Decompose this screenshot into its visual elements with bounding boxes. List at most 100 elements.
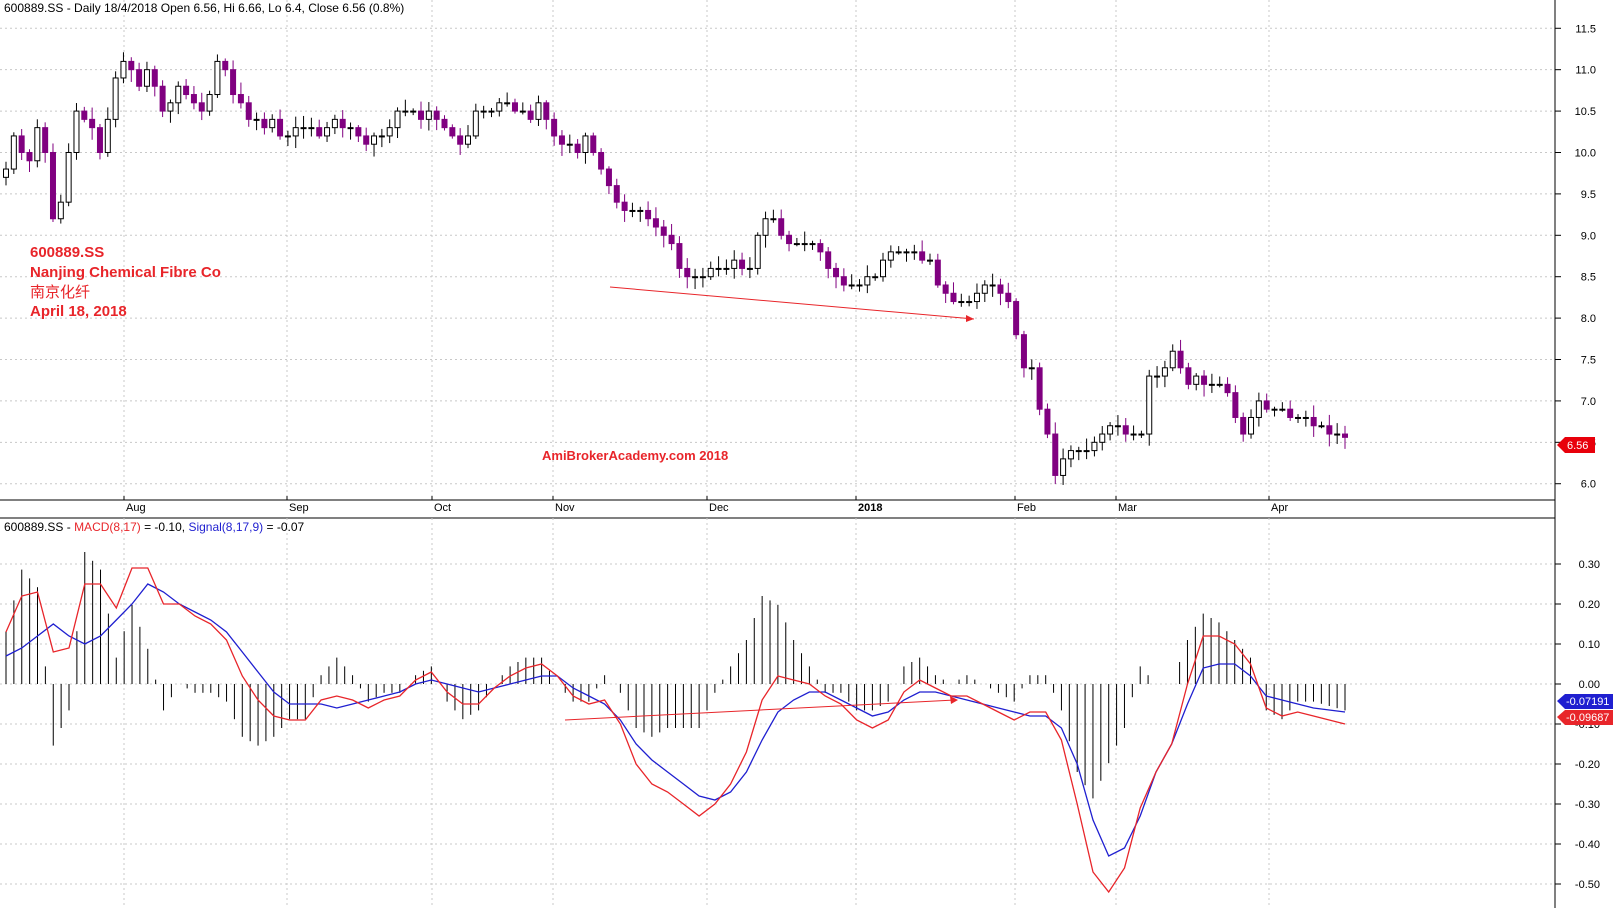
candle-body bbox=[198, 102, 205, 112]
macd-tick-label: 0.20 bbox=[1579, 599, 1600, 611]
candle-body bbox=[1287, 408, 1294, 418]
macd-grid bbox=[0, 518, 1555, 908]
candle bbox=[261, 112, 268, 135]
candle bbox=[214, 54, 221, 98]
candle-body bbox=[73, 110, 80, 153]
candle bbox=[629, 202, 636, 218]
candle-body bbox=[175, 85, 182, 104]
candle bbox=[825, 247, 832, 279]
candle bbox=[3, 161, 9, 186]
candle-body bbox=[590, 135, 597, 153]
macd-tick-label: 0.30 bbox=[1579, 559, 1600, 571]
candle-body bbox=[551, 118, 558, 137]
candle-body bbox=[316, 127, 323, 137]
candle bbox=[1154, 366, 1161, 388]
candle-body bbox=[261, 118, 268, 129]
candle bbox=[880, 252, 887, 282]
candle bbox=[480, 105, 487, 119]
candle bbox=[511, 98, 518, 114]
candle-body bbox=[1083, 450, 1090, 453]
x-tick-label: Nov bbox=[555, 502, 575, 514]
price-tick-label: 11.0 bbox=[1575, 65, 1596, 77]
candle-body bbox=[911, 251, 918, 254]
candle-body bbox=[676, 243, 683, 269]
candle-body bbox=[543, 102, 550, 120]
candle bbox=[613, 178, 620, 209]
price-panel-title: 600889.SS - Daily 18/4/2018 Open 6.56, H… bbox=[4, 1, 404, 15]
candle-body bbox=[973, 292, 980, 303]
candle bbox=[1169, 344, 1176, 372]
x-tick-label: 2018 bbox=[858, 502, 882, 514]
candle bbox=[770, 209, 777, 223]
candle bbox=[1083, 438, 1090, 460]
candle bbox=[355, 125, 362, 142]
candle bbox=[1122, 418, 1129, 442]
candle bbox=[637, 206, 644, 222]
candle-body bbox=[425, 110, 432, 120]
candle bbox=[1224, 377, 1231, 397]
candle-body bbox=[159, 85, 166, 112]
candle-body bbox=[1028, 367, 1035, 370]
candle-body bbox=[887, 251, 894, 261]
candle bbox=[57, 194, 64, 224]
candle-body bbox=[277, 118, 284, 137]
price-tick-label: 6.0 bbox=[1581, 479, 1596, 491]
candle bbox=[856, 279, 863, 292]
price-tick-label: 8.0 bbox=[1581, 313, 1596, 325]
candle bbox=[543, 100, 550, 130]
candle bbox=[872, 273, 879, 281]
candle bbox=[1044, 403, 1051, 439]
close-badge: 6.56 bbox=[1557, 437, 1595, 453]
candle-body bbox=[394, 110, 401, 129]
price-trendline bbox=[609, 286, 975, 320]
candle bbox=[903, 248, 910, 262]
candle-body bbox=[1224, 383, 1231, 394]
candle-body bbox=[645, 209, 652, 220]
candle-body bbox=[183, 85, 190, 96]
candle bbox=[198, 92, 205, 121]
candle-body bbox=[1161, 367, 1168, 377]
candle-body bbox=[895, 251, 902, 254]
candle-body bbox=[739, 259, 746, 269]
candle bbox=[926, 253, 933, 265]
candle-body bbox=[371, 135, 378, 145]
candle bbox=[598, 148, 605, 175]
candle-body bbox=[363, 135, 370, 145]
candle bbox=[96, 123, 103, 160]
candle-body bbox=[997, 284, 1004, 294]
candle bbox=[151, 65, 158, 97]
x-tick-label: Oct bbox=[434, 502, 451, 514]
candle-body bbox=[1052, 433, 1059, 476]
candle-body bbox=[65, 151, 72, 203]
candle bbox=[206, 90, 213, 116]
candle bbox=[895, 246, 902, 255]
candle bbox=[692, 268, 699, 290]
candle bbox=[786, 230, 793, 252]
candle bbox=[237, 82, 244, 109]
candle bbox=[1130, 425, 1137, 441]
candle-body bbox=[770, 218, 777, 221]
candle-body bbox=[1318, 425, 1325, 428]
macd-legend: MACD(8,17) bbox=[74, 520, 141, 534]
candle bbox=[394, 107, 401, 139]
candle-body bbox=[966, 301, 973, 304]
x-tick-label: Feb bbox=[1017, 502, 1036, 514]
candle bbox=[754, 232, 761, 275]
candle bbox=[574, 139, 581, 159]
candle-body bbox=[809, 243, 816, 246]
candle bbox=[222, 58, 229, 77]
candle bbox=[919, 240, 926, 264]
candle bbox=[566, 134, 573, 154]
candle bbox=[230, 60, 237, 104]
candle bbox=[1334, 423, 1341, 444]
signal-line bbox=[5, 583, 1346, 857]
candle bbox=[605, 166, 612, 195]
candle bbox=[660, 219, 667, 248]
macd-tick-label: -0.20 bbox=[1575, 759, 1600, 771]
candle-body bbox=[1255, 400, 1262, 418]
candle-body bbox=[668, 234, 675, 245]
x-tick-label: Sep bbox=[289, 502, 309, 514]
candle bbox=[449, 124, 456, 139]
candle-body bbox=[1067, 450, 1074, 460]
